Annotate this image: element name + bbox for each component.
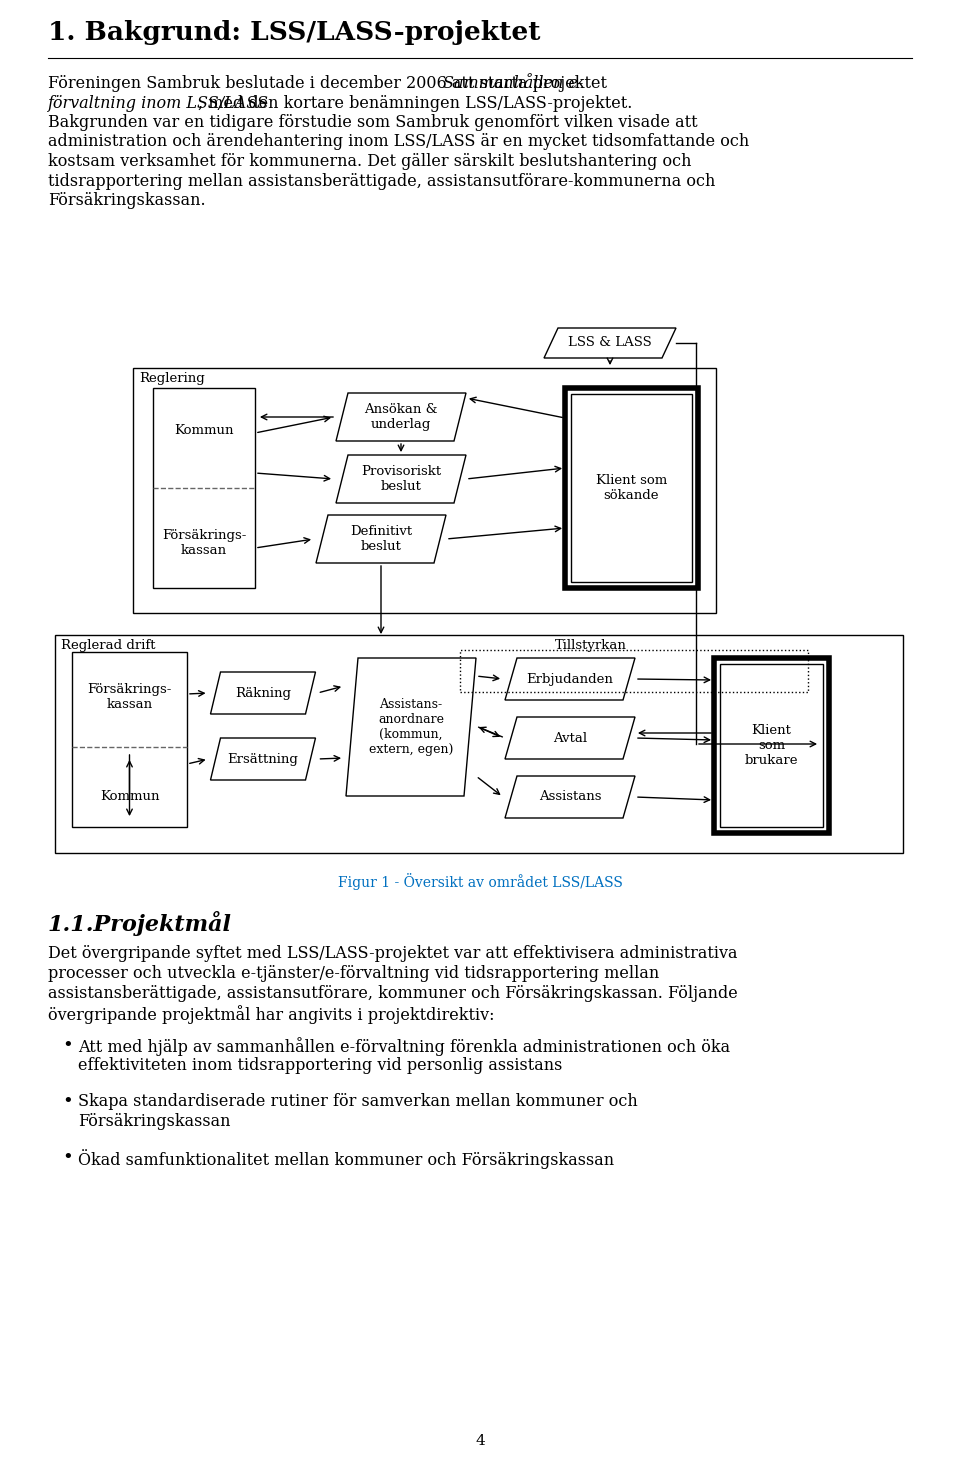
Text: Försäkrings-
kassan: Försäkrings- kassan	[87, 683, 172, 711]
Polygon shape	[505, 658, 635, 700]
Text: Skapa standardiserade rutiner för samverkan mellan kommuner och: Skapa standardiserade rutiner för samver…	[78, 1093, 637, 1110]
Bar	[565, 388, 698, 587]
Bar	[153, 388, 255, 587]
Text: 4: 4	[475, 1434, 485, 1447]
Text: assistansberättigade, assistansutförare, kommuner och Försäkringskassan. Följand: assistansberättigade, assistansutförare,…	[48, 984, 737, 1002]
Text: processer och utveckla e-tjänster/e-förvaltning vid tidsrapportering mellan: processer och utveckla e-tjänster/e-förv…	[48, 965, 660, 982]
Text: Sammanhållen e-: Sammanhållen e-	[443, 75, 583, 92]
Polygon shape	[210, 672, 316, 713]
Text: Kommun: Kommun	[175, 423, 233, 437]
Text: Tillstyrkan: Tillstyrkan	[555, 639, 627, 652]
Text: Klient
som
brukare: Klient som brukare	[745, 724, 799, 768]
Polygon shape	[505, 716, 635, 759]
Text: Reglering: Reglering	[139, 372, 204, 385]
Text: Erbjudanden: Erbjudanden	[527, 672, 613, 686]
Text: Försäkringskassan: Försäkringskassan	[78, 1113, 230, 1130]
Text: förvaltning inom LSS/LASS: förvaltning inom LSS/LASS	[48, 95, 269, 111]
Text: •: •	[62, 1037, 73, 1055]
Text: Figur 1 - Översikt av området LSS/LASS: Figur 1 - Översikt av området LSS/LASS	[338, 873, 622, 891]
Text: Räkning: Räkning	[235, 687, 291, 699]
Polygon shape	[346, 658, 476, 795]
Text: Det övergripande syftet med LSS/LASS-projektet var att effektivisera administrat: Det övergripande syftet med LSS/LASS-pro…	[48, 945, 737, 963]
Text: Föreningen Sambruk beslutade i december 2006 att starta projektet: Föreningen Sambruk beslutade i december …	[48, 75, 612, 92]
Polygon shape	[505, 776, 635, 817]
Text: Försäkringskassan.: Försäkringskassan.	[48, 192, 205, 209]
Text: kostsam verksamhet för kommunerna. Det gäller särskilt beslutshantering och: kostsam verksamhet för kommunerna. Det g…	[48, 152, 691, 170]
Bar	[460, 650, 808, 691]
Text: Ökad samfunktionalitet mellan kommuner och Försäkringskassan: Ökad samfunktionalitet mellan kommuner o…	[78, 1149, 614, 1169]
Polygon shape	[316, 516, 446, 563]
Bar	[714, 658, 829, 834]
Text: 1.1.Projektmål: 1.1.Projektmål	[48, 911, 232, 936]
Polygon shape	[336, 456, 466, 502]
Polygon shape	[336, 393, 466, 441]
Bar	[72, 652, 187, 828]
Text: Definitivt
beslut: Definitivt beslut	[350, 524, 412, 552]
Text: , med den kortare benämningen LSS/LASS-projektet.: , med den kortare benämningen LSS/LASS-p…	[198, 95, 632, 111]
Text: administration och ärendehantering inom LSS/LASS är en mycket tidsomfattande och: administration och ärendehantering inom …	[48, 133, 749, 151]
Text: effektiviteten inom tidsrapportering vid personlig assistans: effektiviteten inom tidsrapportering vid…	[78, 1058, 563, 1074]
Bar	[571, 394, 692, 582]
Text: Avtal: Avtal	[553, 731, 588, 744]
Text: övergripande projektmål har angivits i projektdirektiv:: övergripande projektmål har angivits i p…	[48, 1005, 494, 1024]
Text: Bakgrunden var en tidigare förstudie som Sambruk genomfört vilken visade att: Bakgrunden var en tidigare förstudie som…	[48, 114, 698, 130]
Text: Klient som
sökande: Klient som sökande	[596, 475, 667, 502]
Text: Reglerad drift: Reglerad drift	[61, 639, 156, 652]
Text: tidsrapportering mellan assistansberättigade, assistansutförare-kommunerna och: tidsrapportering mellan assistansberätti…	[48, 173, 715, 189]
Text: LSS & LASS: LSS & LASS	[568, 337, 652, 350]
Text: Kommun: Kommun	[100, 791, 159, 803]
Text: Assistans: Assistans	[539, 791, 601, 803]
Bar	[720, 664, 823, 828]
Bar	[133, 368, 716, 612]
Text: •: •	[62, 1093, 73, 1110]
Bar	[55, 634, 903, 853]
Text: Provisoriskt
beslut: Provisoriskt beslut	[361, 464, 441, 494]
Text: 1. Bakgrund: LSS/LASS-projektet: 1. Bakgrund: LSS/LASS-projektet	[48, 21, 540, 45]
Text: Ansökan &
underlag: Ansökan & underlag	[364, 403, 438, 431]
Text: Att med hjälp av sammanhållen e-förvaltning förenkla administrationen och öka: Att med hjälp av sammanhållen e-förvaltn…	[78, 1037, 731, 1056]
Text: Assistans-
anordnare
(kommun,
extern, egen): Assistans- anordnare (kommun, extern, eg…	[369, 697, 453, 756]
Text: •: •	[62, 1149, 73, 1168]
Text: Försäkrings-
kassan: Försäkrings- kassan	[162, 529, 246, 557]
Text: Ersättning: Ersättning	[228, 753, 299, 766]
Polygon shape	[210, 738, 316, 779]
Polygon shape	[544, 328, 676, 357]
